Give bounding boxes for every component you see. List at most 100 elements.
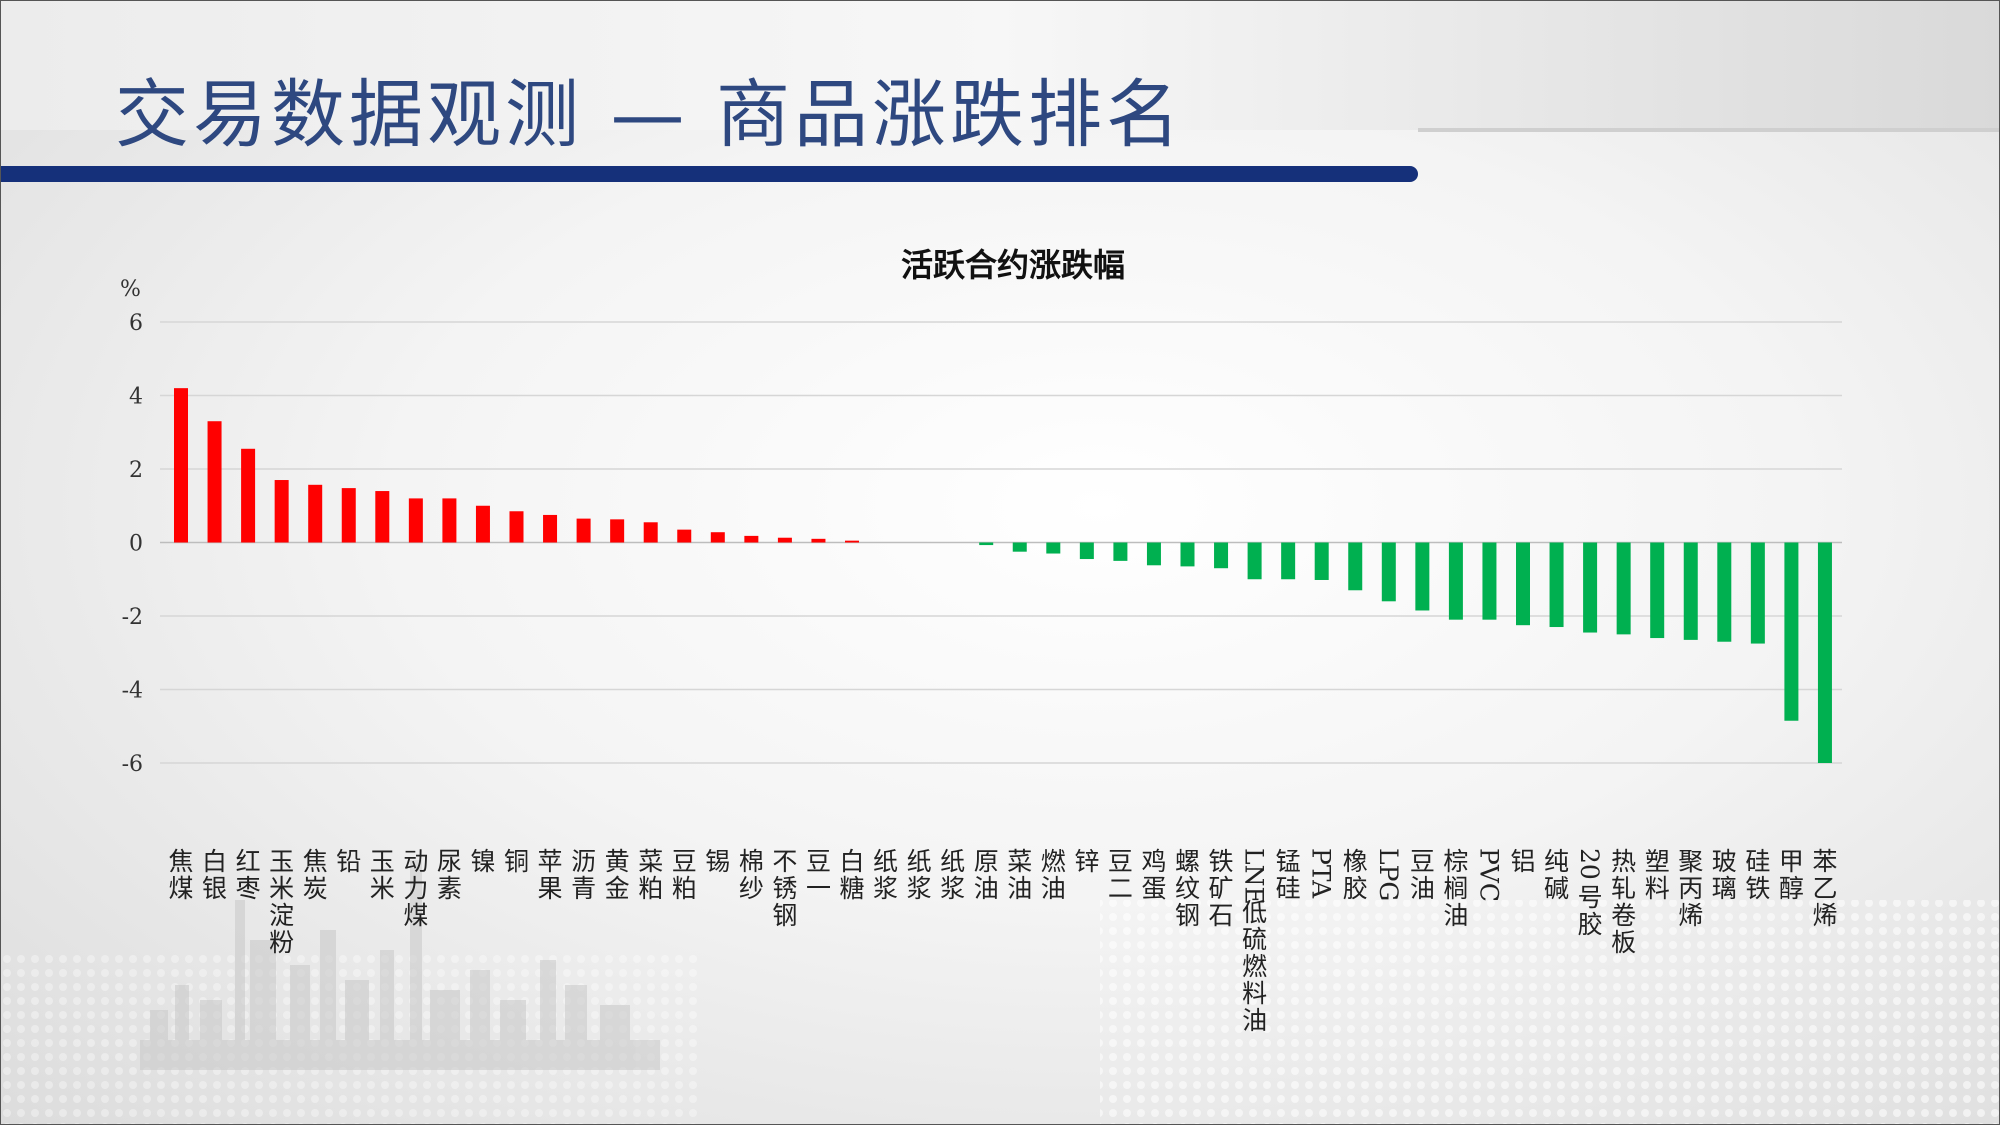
- x-tick-label: 焦煤: [168, 847, 193, 903]
- x-tick-label: 棕榈油: [1443, 847, 1468, 930]
- bar: [1113, 542, 1128, 561]
- bar: [1314, 542, 1329, 580]
- x-tick-label: 黄金: [605, 847, 630, 903]
- bar: [442, 498, 457, 543]
- x-tick-label: 燃油: [1041, 847, 1066, 903]
- bar: [1381, 542, 1396, 602]
- x-tick-label: 玉米淀粉: [269, 847, 294, 957]
- x-tick-label-part: PTA: [1307, 848, 1336, 899]
- bar: [811, 538, 826, 543]
- bar: [1046, 542, 1061, 554]
- x-tick-label: 豆二: [1108, 847, 1133, 903]
- bar: [274, 480, 289, 543]
- y-tick-label: -4: [122, 679, 143, 704]
- x-tick-label: 菜粕: [638, 847, 663, 903]
- y-axis-ticks: 6 4 2 0 -2 -4 -6: [122, 311, 143, 777]
- chart-title: 活跃合约涨跌幅: [901, 246, 1125, 284]
- bar: [1650, 542, 1665, 639]
- page-title: 交易数据观测 — 商品涨跌排名: [115, 72, 1185, 158]
- bars: [174, 388, 1832, 763]
- bar: [1750, 542, 1765, 644]
- x-tick-label: 橡胶: [1343, 847, 1368, 903]
- bar: [207, 421, 222, 543]
- bar: [1214, 542, 1229, 569]
- x-tick-label: 锌: [1074, 847, 1099, 876]
- x-tick-label: 聚丙烯: [1678, 847, 1703, 930]
- y-axis-unit-label: %: [120, 277, 141, 302]
- x-tick-label: 玻璃: [1712, 847, 1737, 903]
- x-tick-label: 鸡蛋: [1141, 847, 1166, 903]
- x-tick-label: 锰硅: [1276, 847, 1301, 903]
- x-tick-label: 豆油: [1410, 847, 1435, 903]
- bar: [1079, 542, 1094, 560]
- y-tick-label: -2: [122, 605, 143, 630]
- x-tick-label: 铜: [504, 847, 529, 876]
- bar: [1146, 542, 1161, 566]
- bar: [1448, 542, 1463, 620]
- bar: [1817, 542, 1832, 763]
- bar: [710, 532, 725, 543]
- bar: [341, 488, 356, 543]
- bar: [576, 518, 591, 543]
- bar: [610, 519, 625, 543]
- skyline-silhouette: [140, 860, 660, 1070]
- bar: [543, 514, 558, 543]
- x-tick-label: 铝: [1510, 847, 1535, 876]
- bar: [1281, 542, 1296, 580]
- x-tick-label: 原油: [974, 847, 999, 903]
- x-tick-label: 动力煤: [403, 847, 428, 930]
- bar: [475, 505, 490, 543]
- bar: [1549, 542, 1564, 628]
- x-tick-label: 号胶: [1578, 883, 1603, 939]
- x-tick-label: 棉纱: [739, 847, 764, 903]
- x-tick-label: 纸浆: [907, 847, 932, 903]
- x-tick-label: 硅铁: [1745, 847, 1770, 903]
- bar: [509, 511, 524, 543]
- bar: [308, 484, 323, 543]
- bar: [174, 388, 188, 543]
- bar: [1717, 542, 1732, 642]
- bar: [1616, 542, 1631, 635]
- bar: [1784, 542, 1799, 721]
- x-tick-label: 锡: [705, 847, 730, 876]
- bar: [643, 522, 658, 543]
- x-tick-label: 苹果: [538, 847, 563, 903]
- bar: [375, 491, 390, 543]
- x-tick-label: 纸浆: [940, 847, 965, 903]
- x-tick-label-part: LNE: [1240, 848, 1269, 905]
- y-tick-label: 2: [129, 458, 143, 483]
- x-tick-label: 镍: [470, 847, 495, 876]
- x-tick-label: 纸浆: [873, 847, 898, 903]
- x-tick-label: 螺纹钢: [1175, 847, 1200, 930]
- y-tick-label: -6: [122, 752, 143, 777]
- header-line-light: [1418, 128, 2000, 132]
- bar: [1482, 542, 1497, 620]
- x-tick-label: 苯乙烯: [1812, 847, 1837, 930]
- x-tick-label: 铁矿石: [1209, 847, 1234, 930]
- x-tick-label: 热轧卷板: [1611, 847, 1636, 957]
- bar: [979, 542, 994, 546]
- x-tick-label: 低硫燃料油: [1242, 898, 1267, 1035]
- bar: [241, 448, 256, 543]
- bar: [1247, 542, 1262, 580]
- bar: [744, 535, 759, 543]
- bar: [1012, 542, 1027, 552]
- x-tick-label: 塑料: [1645, 847, 1670, 903]
- bar: [1683, 542, 1698, 640]
- bar: [1516, 542, 1530, 626]
- x-tick-label: 不锈钢: [772, 847, 797, 930]
- y-tick-label: 4: [129, 385, 143, 410]
- x-tick-label: 豆粕: [672, 847, 697, 903]
- y-tick-label: 0: [129, 532, 143, 557]
- x-tick-label: 焦炭: [303, 847, 328, 903]
- bar: [1180, 542, 1195, 567]
- x-tick-label: 红枣: [236, 847, 261, 903]
- x-tick-label: 菜油: [1007, 847, 1032, 903]
- bar: [408, 498, 423, 543]
- bar: [1415, 542, 1430, 611]
- x-tick-label: 铅: [336, 847, 361, 876]
- x-tick-label: 纯碱: [1544, 847, 1569, 903]
